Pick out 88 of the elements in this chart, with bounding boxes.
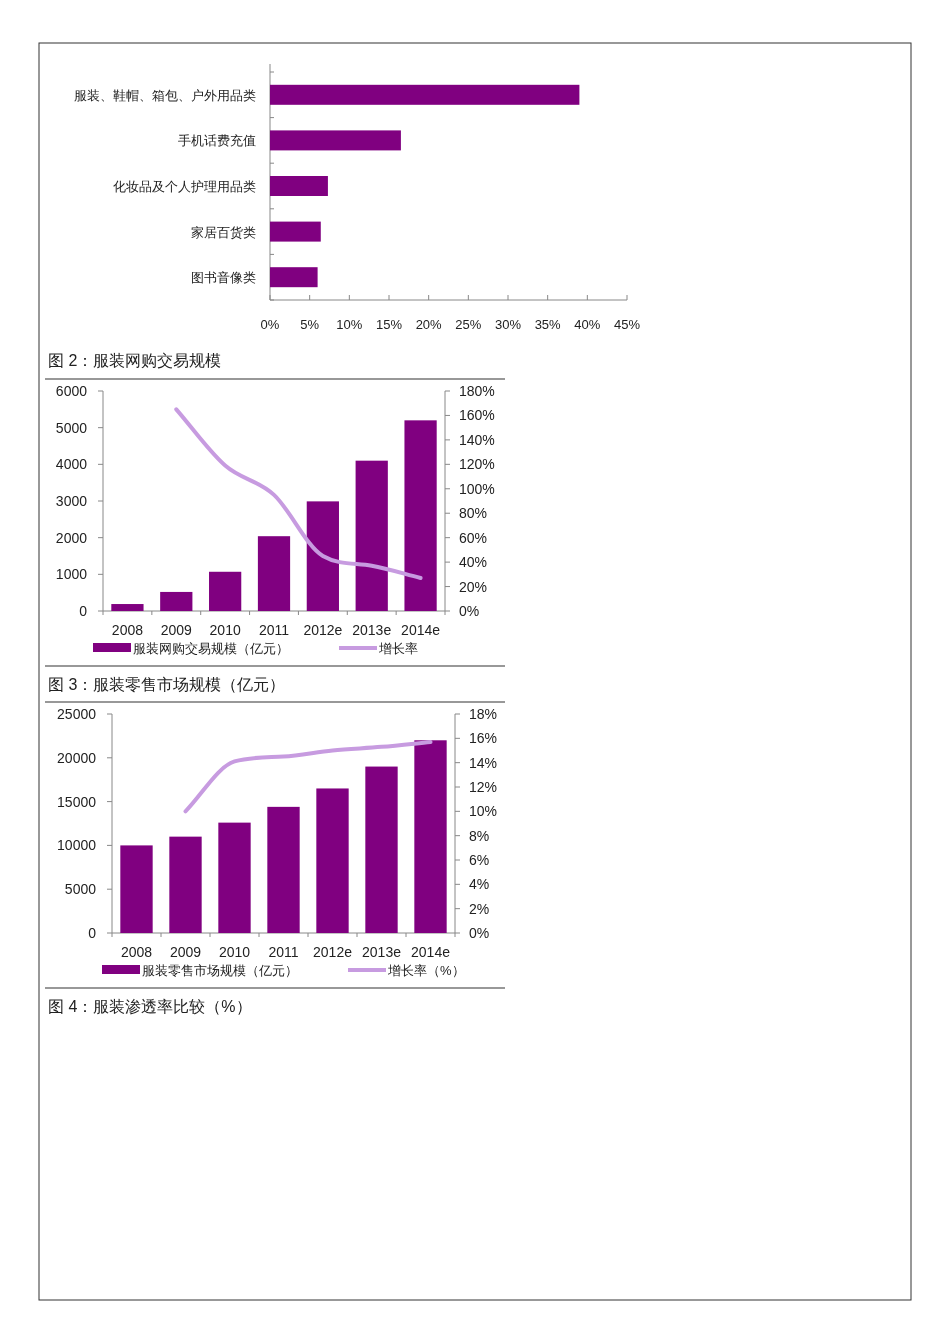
y-tick-label: 4000 [55,456,88,473]
x-tick-label: 2012e [313,944,353,960]
x-tick-label: 2013e [362,944,402,960]
bar [270,267,318,288]
y2-tick-label: 120% [459,456,495,473]
y2-tick-label: 16% [469,730,498,747]
x-tick-label: 2014e [401,622,441,638]
y-tick-label: 0 [79,603,88,619]
chart-title: 图 2：服装网购交易规模 [48,352,222,369]
y2-tick-label: 60% [459,529,488,546]
y-tick-label: 家居百货类 [191,224,256,240]
x-tick-label: 10% [336,317,363,332]
y2-tick-label: 0% [469,925,490,941]
y2-tick-label: 8% [469,827,490,844]
y-tick-label: 图书音像类 [191,270,256,286]
x-tick-label: 45% [613,317,641,332]
y2-tick-label: 0% [459,603,480,619]
y2-tick-label: 6% [469,852,490,868]
x-tick-label: 2009 [169,944,202,960]
y-tick-label: 2000 [55,529,88,546]
x-tick-label: 0% [260,317,280,332]
legend-label: 增长率 [378,641,418,656]
x-tick-label: 2009 [160,622,193,638]
x-tick-label: 2010 [218,944,251,960]
x-tick-label: 2012e [303,622,343,638]
bar [257,536,291,611]
bar [120,845,153,933]
y2-tick-label: 12% [469,779,498,795]
y-tick-label: 化妆品及个人护理用品类 [113,179,256,194]
legend-label: 增长率（%） [387,963,465,978]
y2-tick-label: 14% [469,754,498,771]
bar [316,788,349,933]
y2-tick-label: 18% [469,706,498,722]
y-tick-label: 5000 [64,881,97,898]
x-tick-label: 40% [574,317,601,332]
bar [270,130,401,151]
y2-tick-label: 180% [459,383,495,399]
x-tick-label: 2014e [411,944,451,960]
x-tick-label: 15% [375,317,403,332]
y-tick-label: 服装、鞋帽、箱包、户外用品类 [74,87,256,103]
bar [111,604,144,611]
caption: 图 4：服装渗透率比较（%） [48,998,252,1015]
y-tick-label: 6000 [55,383,88,399]
bar [404,420,437,611]
y-tick-label: 1000 [55,566,88,583]
x-tick-label: 2008 [111,622,144,638]
bar [270,176,328,196]
chart-title: 图 3：服装零售市场规模（亿元） [48,676,286,693]
y2-tick-label: 100% [459,480,495,497]
bar [414,740,447,933]
x-tick-label: 35% [534,317,562,332]
y2-tick-label: 2% [469,900,490,917]
bar [270,221,321,242]
y2-tick-label: 140% [459,431,495,448]
legend-label: 服装网购交易规模（亿元） [133,641,289,656]
x-tick-label: 2008 [120,944,153,960]
x-tick-label: 30% [494,317,522,332]
y2-tick-label: 10% [469,803,498,820]
x-tick-label: 25% [455,317,482,332]
x-tick-label: 2011 [258,622,290,638]
y-tick-label: 手机话费充值 [178,133,256,149]
y-tick-label: 25000 [57,706,97,722]
y2-tick-label: 4% [469,876,490,893]
bar [267,806,300,933]
x-tick-label: 5% [300,317,320,332]
bar [169,836,202,933]
y-tick-label: 15000 [57,793,97,810]
y-tick-label: 20000 [57,749,97,766]
legend-label: 服装零售市场规模（亿元） [142,963,298,978]
x-tick-label: 2010 [209,622,241,638]
bar [218,822,251,933]
y-tick-label: 5000 [55,419,88,436]
y2-tick-label: 80% [459,505,488,522]
bar [355,460,388,611]
y-tick-label: 3000 [55,493,88,509]
bar [306,501,339,611]
x-tick-label: 2013e [352,622,392,638]
y-tick-label: 10000 [57,837,97,854]
bar [160,591,193,611]
y2-tick-label: 40% [459,554,488,571]
x-tick-label: 20% [415,317,443,332]
x-tick-label: 2011 [268,944,299,960]
y2-tick-label: 20% [459,578,488,595]
y2-tick-label: 160% [459,407,495,424]
bar [209,571,242,611]
bar [270,84,580,105]
bar [365,766,398,933]
y-tick-label: 0 [88,925,97,941]
